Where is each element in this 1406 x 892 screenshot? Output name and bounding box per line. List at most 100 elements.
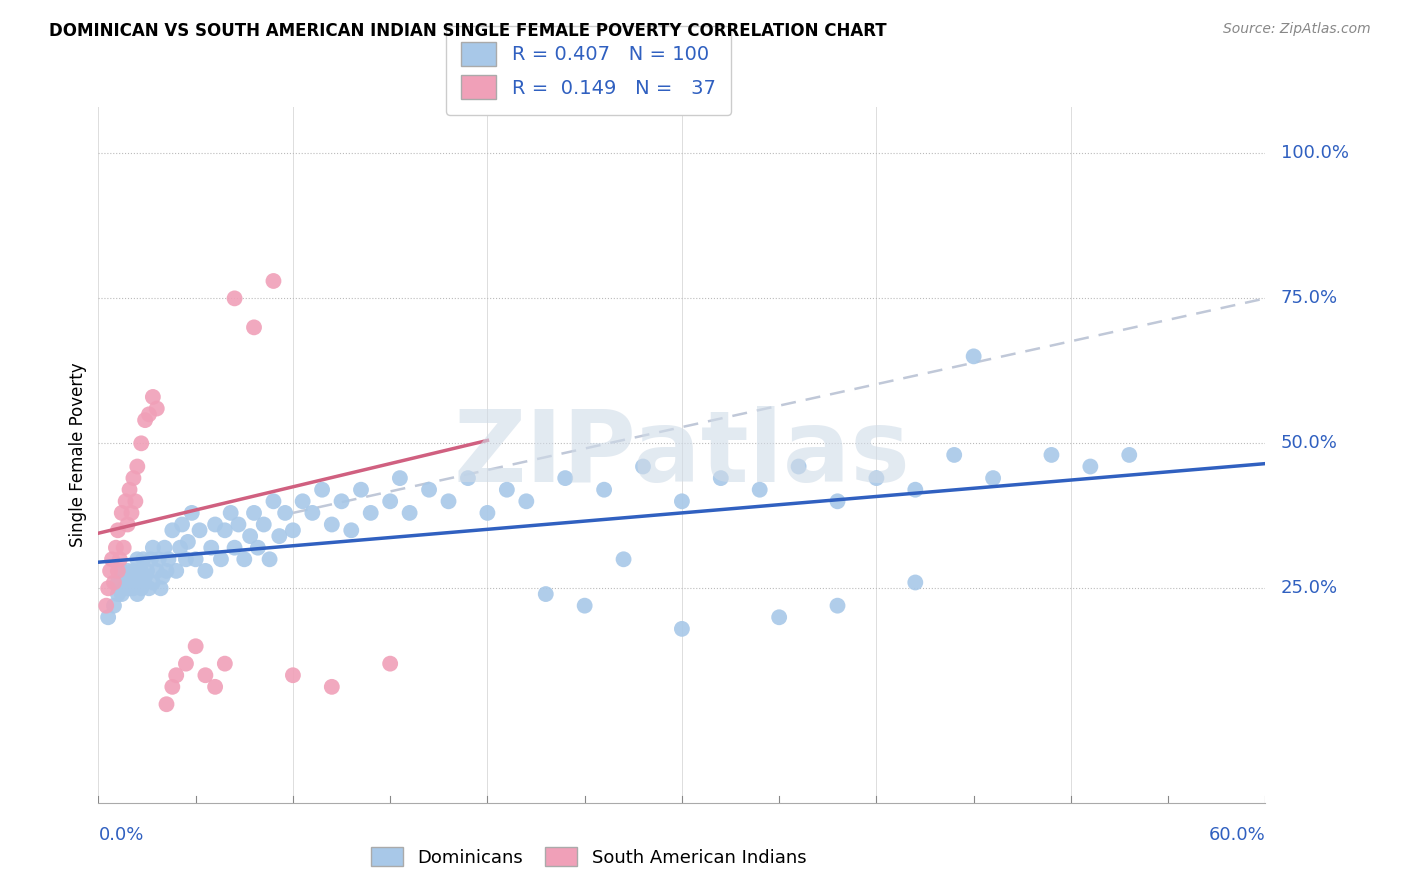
Point (200, 541, 222, 555)
Point (111, 564, 134, 578)
Point (121, 506, 143, 520)
Point (380, 657, 402, 671)
Point (169, 541, 191, 555)
Point (437, 494, 460, 508)
Point (139, 552, 162, 566)
Point (146, 401, 169, 416)
Point (103, 599, 125, 613)
Point (943, 448, 966, 462)
Point (1118, 448, 1140, 462)
Point (233, 552, 256, 566)
Point (321, 517, 343, 532)
Point (129, 582, 152, 596)
Point (117, 575, 139, 590)
Point (281, 523, 304, 537)
Point (114, 494, 136, 508)
Point (174, 552, 197, 566)
Point (243, 506, 266, 520)
Point (121, 570, 143, 584)
Point (350, 483, 373, 497)
Point (134, 413, 156, 427)
Point (107, 564, 129, 578)
Text: 75.0%: 75.0% (1281, 289, 1339, 308)
Point (204, 517, 226, 532)
Point (162, 680, 184, 694)
Point (224, 541, 246, 555)
Point (112, 582, 135, 596)
Point (194, 564, 217, 578)
Point (122, 582, 145, 596)
Point (107, 523, 129, 537)
Point (214, 523, 236, 537)
Point (534, 587, 557, 601)
Point (188, 523, 211, 537)
Point (380, 494, 402, 508)
Point (96, 599, 118, 613)
Point (1080, 459, 1102, 474)
Point (239, 529, 262, 543)
Point (142, 575, 165, 590)
Point (117, 564, 139, 578)
Text: 50.0%: 50.0% (1281, 434, 1339, 452)
Point (146, 564, 169, 578)
Legend: Dominicans, South American Indians: Dominicans, South American Indians (363, 839, 814, 874)
Point (128, 575, 150, 590)
Point (127, 459, 149, 474)
Point (112, 541, 135, 555)
Point (157, 552, 180, 566)
Point (613, 552, 636, 566)
Point (129, 564, 152, 578)
Point (118, 483, 141, 497)
Point (165, 668, 187, 682)
Point (360, 506, 382, 520)
Point (274, 506, 297, 520)
Point (194, 668, 217, 682)
Point (122, 471, 145, 485)
Point (321, 680, 343, 694)
Point (104, 541, 127, 555)
Point (142, 541, 165, 555)
Point (97, 582, 120, 596)
Point (170, 517, 193, 532)
Point (311, 483, 333, 497)
Point (108, 552, 131, 566)
Point (142, 390, 165, 404)
Point (671, 622, 693, 636)
Point (593, 483, 616, 497)
Point (671, 494, 693, 508)
Point (124, 494, 146, 508)
Point (865, 471, 887, 485)
Point (155, 564, 177, 578)
Point (132, 552, 155, 566)
Point (134, 570, 156, 584)
Point (962, 349, 984, 364)
Point (228, 517, 250, 532)
Point (155, 698, 177, 712)
Point (118, 582, 141, 596)
Point (214, 657, 236, 671)
Point (981, 471, 1004, 485)
Point (291, 494, 314, 508)
Text: 0.0%: 0.0% (98, 826, 143, 844)
Point (259, 552, 281, 566)
Point (117, 517, 139, 532)
Point (127, 587, 149, 601)
Point (209, 552, 232, 566)
Point (124, 575, 146, 590)
Point (904, 575, 927, 590)
Text: Source: ZipAtlas.com: Source: ZipAtlas.com (1223, 22, 1371, 37)
Point (243, 320, 266, 334)
Point (111, 506, 134, 520)
Point (107, 575, 129, 590)
Point (97, 610, 120, 624)
Point (496, 483, 519, 497)
Point (631, 459, 654, 474)
Point (827, 494, 849, 508)
Point (153, 541, 176, 555)
Point (101, 552, 124, 566)
Point (269, 529, 291, 543)
Text: 100.0%: 100.0% (1281, 145, 1348, 162)
Point (340, 523, 363, 537)
Point (477, 506, 499, 520)
Point (149, 582, 172, 596)
